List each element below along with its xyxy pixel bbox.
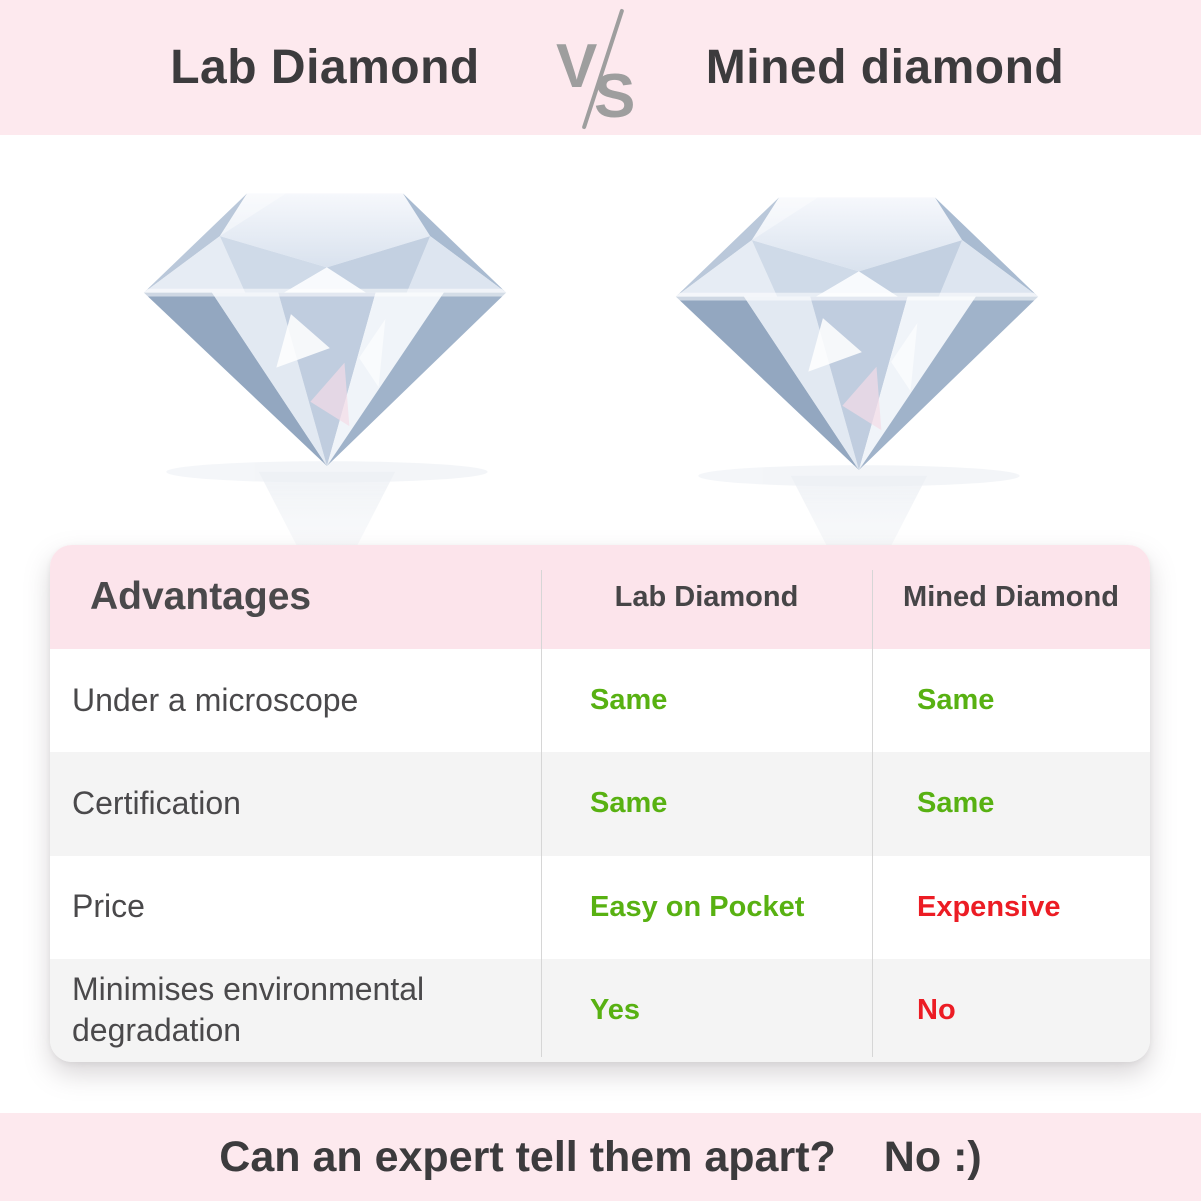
lab-value: Easy on Pocket	[590, 890, 805, 923]
footer-band: Can an expert tell them apart? No :)	[0, 1113, 1201, 1201]
mined-value: Same	[917, 787, 995, 820]
table-header-row: Advantages Lab Diamond Mined Diamond	[50, 545, 1150, 649]
table-row: Certification Same Same	[50, 752, 1150, 856]
row-label: Price	[72, 888, 145, 925]
column-divider	[541, 570, 542, 1057]
mined-value: Same	[917, 684, 995, 717]
table-row: Price Easy on Pocket Expensive	[50, 855, 1150, 959]
header-band: Lab Diamond V S Mined diamond	[0, 0, 1201, 135]
row-label: Certification	[72, 785, 241, 822]
comparison-table: Advantages Lab Diamond Mined Diamond Und…	[50, 545, 1150, 1062]
table-row: Under a microscope Same Same	[50, 649, 1150, 753]
footer-question: Can an expert tell them apart?	[219, 1132, 836, 1181]
lab-value: Yes	[590, 993, 640, 1026]
vs-badge: V S	[556, 4, 648, 136]
mined-value: Expensive	[917, 890, 1061, 923]
vs-letter-v: V	[556, 32, 598, 101]
column-divider	[872, 570, 873, 1057]
lab-value: Same	[590, 787, 668, 820]
column-header-advantages: Advantages	[90, 575, 312, 618]
column-header-mined-diamond: Mined Diamond	[903, 580, 1119, 613]
column-header-lab-diamond: Lab Diamond	[614, 580, 799, 613]
row-label: Under a microscope	[72, 681, 359, 718]
lab-value: Same	[590, 684, 668, 717]
table-row: Minimises environmental degradation Yes …	[50, 958, 1150, 1062]
table-body: Under a microscope Same Same Certificati…	[50, 649, 1150, 1062]
footer-answer: No :)	[883, 1132, 982, 1181]
mined-value: No	[917, 993, 956, 1026]
lab-diamond-title: Lab Diamond	[170, 41, 480, 94]
row-label: Minimises environmental degradation	[72, 970, 425, 1049]
mined-diamond-title: Mined diamond	[705, 41, 1065, 94]
